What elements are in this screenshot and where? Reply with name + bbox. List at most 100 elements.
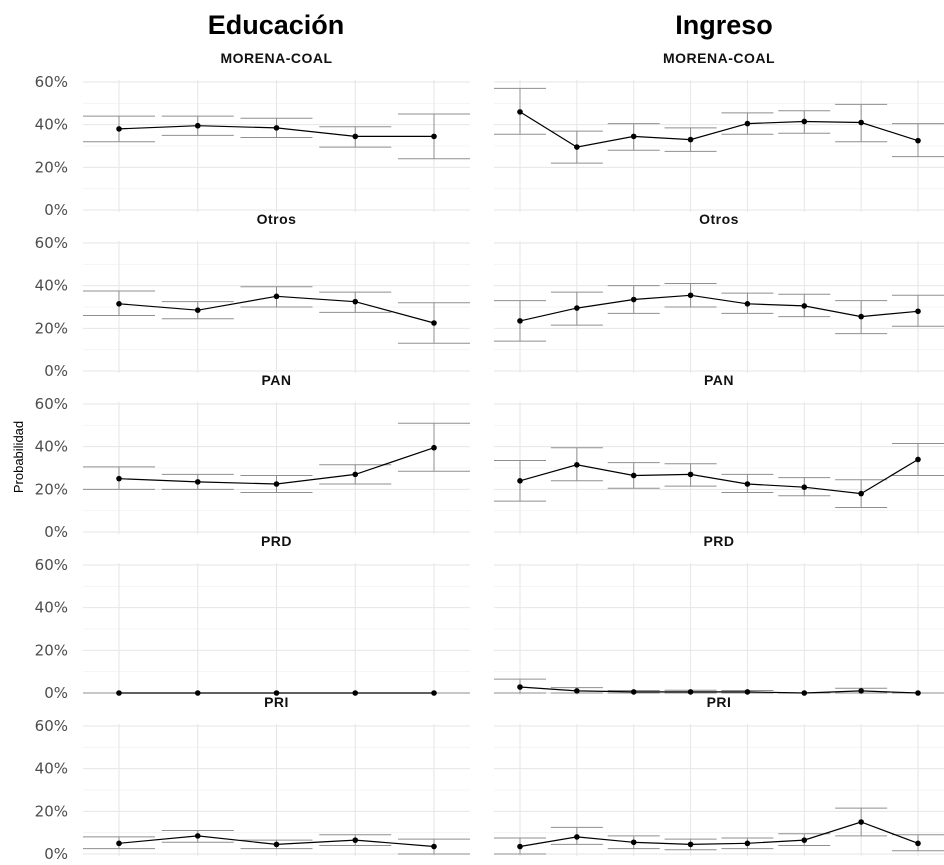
data-point [194, 690, 201, 696]
data-point [687, 136, 694, 143]
data-point [431, 690, 437, 696]
y-tick-label: 0% [44, 201, 68, 219]
data-point [630, 472, 637, 479]
data-point [801, 484, 808, 491]
data-point [574, 305, 580, 311]
facet-title: MORENA-COAL [220, 50, 332, 66]
data-point [116, 126, 122, 132]
facet-title: PRD [261, 533, 292, 549]
data-point [431, 133, 437, 140]
y-tick-label: 60% [35, 717, 68, 735]
data-point [517, 843, 523, 850]
data-point [858, 688, 864, 694]
facet-title: PRI [707, 694, 732, 710]
data-point [194, 833, 201, 839]
y-tick-label: 60% [35, 234, 68, 252]
y-tick-label: 40% [35, 760, 68, 778]
data-point [915, 840, 921, 847]
data-point [273, 481, 280, 487]
data-point [194, 479, 201, 485]
y-tick-label: 20% [35, 480, 68, 498]
data-point [801, 837, 808, 843]
data-point [915, 690, 921, 696]
data-point [273, 690, 280, 696]
y-tick-label: 0% [44, 845, 68, 860]
panel-ingreso-otros: Otros [494, 211, 944, 373]
y-axis-label: Probabilidad [11, 421, 26, 493]
series-line [519, 458, 919, 495]
panel-ingreso-morena-coal: MORENA-COAL [494, 50, 944, 212]
data-point [687, 292, 694, 299]
series-line [519, 111, 919, 148]
data-point [431, 444, 437, 451]
y-tick-label: 60% [35, 395, 68, 413]
data-point [858, 119, 864, 126]
facet-title: Otros [257, 211, 297, 227]
data-point [273, 293, 280, 300]
facet-title: PRI [264, 694, 289, 710]
data-point [574, 834, 580, 840]
y-tick-label: 0% [44, 523, 68, 541]
data-point [687, 689, 694, 695]
y-tick-label: 60% [35, 556, 68, 574]
panel-educaci-n-prd: PRD 0% 20% 40% 60% [35, 533, 470, 702]
data-point [915, 308, 921, 315]
y-tick-label: 20% [35, 641, 68, 659]
series-line [519, 686, 919, 694]
data-point [431, 843, 437, 850]
y-tick-label: 40% [35, 116, 68, 134]
y-tick-label: 40% [35, 438, 68, 456]
panel-educaci-n-pan: PAN 0% 20% 40% 60% [35, 372, 470, 541]
series-line [519, 294, 919, 322]
data-point [687, 471, 694, 478]
data-point [116, 301, 122, 307]
data-point [194, 307, 201, 314]
data-point [574, 462, 580, 468]
data-point [801, 303, 808, 309]
y-tick-label: 20% [35, 319, 68, 337]
data-point [858, 313, 864, 320]
y-tick-label: 40% [35, 277, 68, 295]
data-point [517, 318, 523, 324]
data-point [352, 133, 359, 140]
data-point [194, 122, 201, 129]
panel-educaci-n-otros: Otros 0% 20% 40% 60% [35, 211, 470, 380]
panel-ingreso-pri: PRI7851517303445517585151701999920000 [494, 694, 944, 865]
data-point [352, 298, 359, 305]
y-tick-label: 0% [44, 362, 68, 380]
data-point [744, 689, 751, 695]
facet-title: PAN [261, 372, 291, 388]
series-line [519, 821, 919, 848]
facet-title: PAN [704, 372, 734, 388]
facet-title: MORENA-COAL [663, 50, 775, 66]
data-point [858, 819, 864, 825]
data-point [630, 839, 637, 846]
data-point [273, 125, 280, 131]
data-point [352, 690, 359, 696]
y-tick-label: 20% [35, 158, 68, 176]
data-point [744, 301, 751, 307]
data-point [273, 841, 280, 848]
data-point [574, 144, 580, 150]
data-point [858, 490, 864, 497]
data-point [744, 120, 751, 127]
data-point [517, 109, 523, 115]
data-point [744, 840, 751, 847]
data-point [801, 690, 808, 696]
data-point [517, 478, 523, 484]
data-point [915, 456, 921, 463]
data-point [744, 481, 751, 487]
y-tick-label: 0% [44, 684, 68, 702]
data-point [915, 137, 921, 144]
data-point [517, 684, 523, 690]
y-tick-label: 60% [35, 73, 68, 91]
data-point [630, 689, 637, 695]
data-point [116, 475, 122, 482]
panel-ingreso-prd: PRD [494, 533, 944, 696]
data-point [116, 690, 122, 696]
y-tick-label: 20% [35, 802, 68, 820]
facet-title: Otros [699, 211, 739, 227]
data-point [574, 688, 580, 694]
